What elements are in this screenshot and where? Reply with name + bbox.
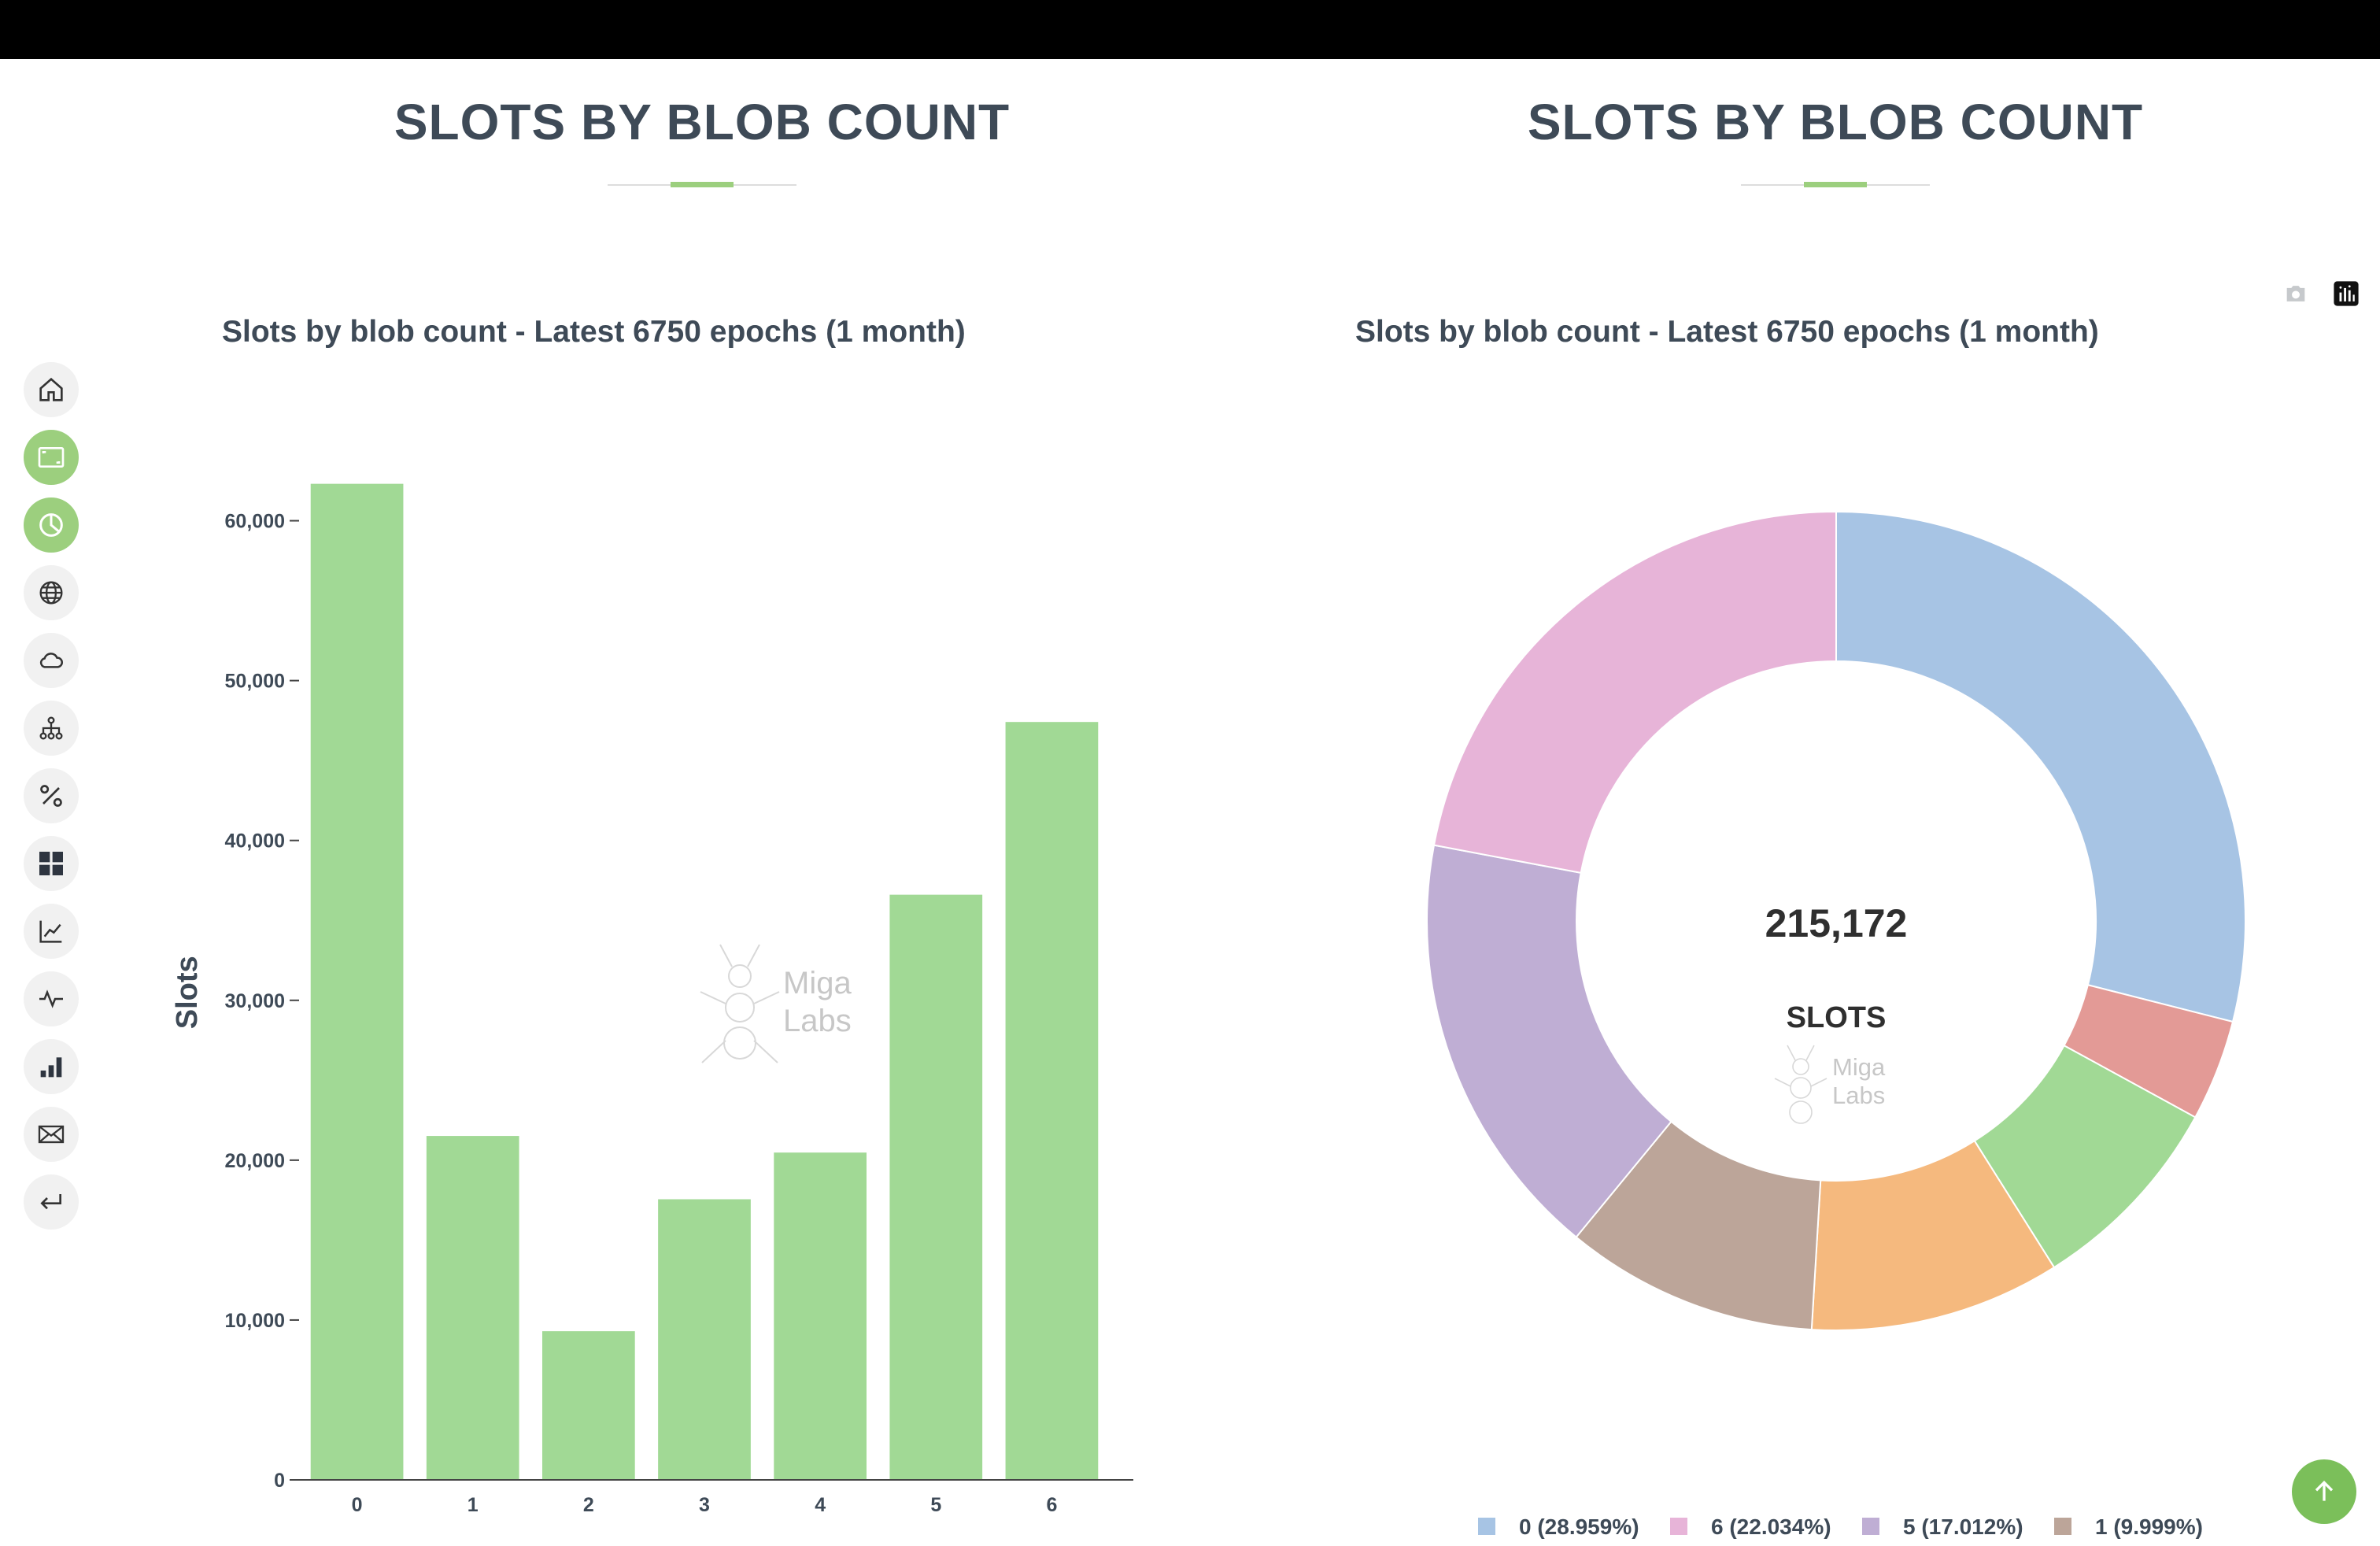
legend-label: 5 (17.012%) — [1903, 1515, 2023, 1539]
grid-icon[interactable] — [24, 836, 79, 891]
bar-chart: Slots 0 10,000 20,000 30,000 40,000 50,000 60,0… — [171, 483, 1133, 1516]
legend-label: 6 (22.034%) — [1711, 1515, 1831, 1539]
cloud-icon[interactable] — [24, 633, 79, 688]
x-tick-label: 1 — [468, 1494, 479, 1516]
x-tick-label: 6 — [1046, 1494, 1057, 1516]
ant-logo-icon — [700, 944, 780, 1063]
legend-item-0[interactable]: 0 (28.959%) — [1478, 1515, 1639, 1539]
donut-legend: 0 (28.959%) 6 (22.034%) 5 (17.012%) 1 (9.99… — [1478, 1515, 2203, 1539]
network-icon[interactable] — [24, 701, 79, 756]
home-icon[interactable] — [24, 362, 79, 417]
x-tick-label: 4 — [815, 1494, 826, 1516]
return-icon[interactable] — [24, 1174, 79, 1230]
y-tick-label: 0 — [274, 1470, 285, 1492]
mail-icon[interactable] — [24, 1107, 79, 1162]
y-tick-label: 10,000 — [225, 1310, 285, 1332]
arrow-up-icon — [2315, 1480, 2334, 1501]
legend-item-5[interactable]: 5 (17.012%) — [1862, 1515, 2023, 1539]
legend-swatch — [1670, 1518, 1687, 1535]
activity-icon[interactable] — [24, 971, 79, 1026]
plotly-logo-icon[interactable] — [2333, 280, 2360, 311]
percent-icon[interactable] — [24, 768, 79, 823]
x-tick-label: 2 — [583, 1494, 594, 1516]
y-tick-label: 40,000 — [225, 830, 285, 853]
legend-swatch — [1478, 1518, 1495, 1535]
legend-swatch — [1862, 1518, 1879, 1535]
x-tick-label: 5 — [930, 1494, 941, 1516]
top-bar — [0, 0, 2380, 59]
bar-6 — [1005, 722, 1099, 1480]
y-tick-label: 30,000 — [225, 990, 285, 1012]
donut-slice-5 — [1426, 844, 1672, 1239]
donut-slice-0 — [1835, 510, 2246, 1023]
donut-chart-title: Slots by blob count - Latest 6750 epochs… — [1355, 315, 2099, 349]
globe-icon[interactable] — [24, 565, 79, 620]
donut-center-label: SLOTS — [1787, 1001, 1887, 1034]
bar-chart-title: Slots by blob count - Latest 6750 epochs… — [222, 315, 966, 349]
bar-4 — [774, 1152, 867, 1480]
legend-label: 1 (9.999%) — [2095, 1515, 2203, 1539]
ant-logo-icon — [1774, 1045, 1828, 1124]
y-tick-label: 20,000 — [225, 1150, 285, 1172]
watermark-line2: Labs — [1832, 1082, 1885, 1109]
watermark-line2: Labs — [783, 1004, 852, 1038]
legend-label: 0 (28.959%) — [1519, 1515, 1639, 1539]
legend-item-6[interactable]: 6 (22.034%) — [1670, 1515, 1831, 1539]
x-tick-label: 0 — [352, 1494, 363, 1516]
watermark-line1: Miga — [1832, 1053, 1886, 1081]
y-tick-label: 60,000 — [225, 511, 285, 533]
donut-center-value: 215,172 — [1765, 901, 1908, 945]
title-divider-bar — [608, 182, 796, 187]
bar-2 — [542, 1331, 635, 1480]
bar-1 — [426, 1136, 519, 1480]
y-tick-label: 50,000 — [225, 671, 285, 693]
section-title-bar: SLOTS BY BLOB COUNT — [394, 94, 1011, 150]
x-tick-label: 3 — [699, 1494, 710, 1516]
bar-chart-icon[interactable] — [24, 1039, 79, 1094]
pie-chart-icon[interactable] — [24, 497, 79, 553]
bar-5 — [889, 894, 983, 1480]
donut-slice-6 — [1432, 510, 1837, 875]
section-title-donut: SLOTS BY BLOB COUNT — [1527, 94, 2144, 150]
camera-icon[interactable] — [2282, 280, 2309, 311]
watermark-line1: Miga — [783, 966, 852, 1000]
y-axis-label: Slots — [171, 956, 204, 1029]
watermark: Miga Labs — [700, 944, 852, 1063]
bar-3 — [658, 1199, 751, 1480]
legend-swatch — [2054, 1518, 2071, 1535]
bar-0 — [310, 483, 404, 1480]
legend-item-1[interactable]: 1 (9.999%) — [2054, 1515, 2203, 1539]
line-chart-icon[interactable] — [24, 904, 79, 959]
title-divider-donut — [1741, 182, 1930, 187]
scroll-top-button[interactable] — [2292, 1459, 2356, 1524]
screen-icon[interactable] — [24, 430, 79, 485]
